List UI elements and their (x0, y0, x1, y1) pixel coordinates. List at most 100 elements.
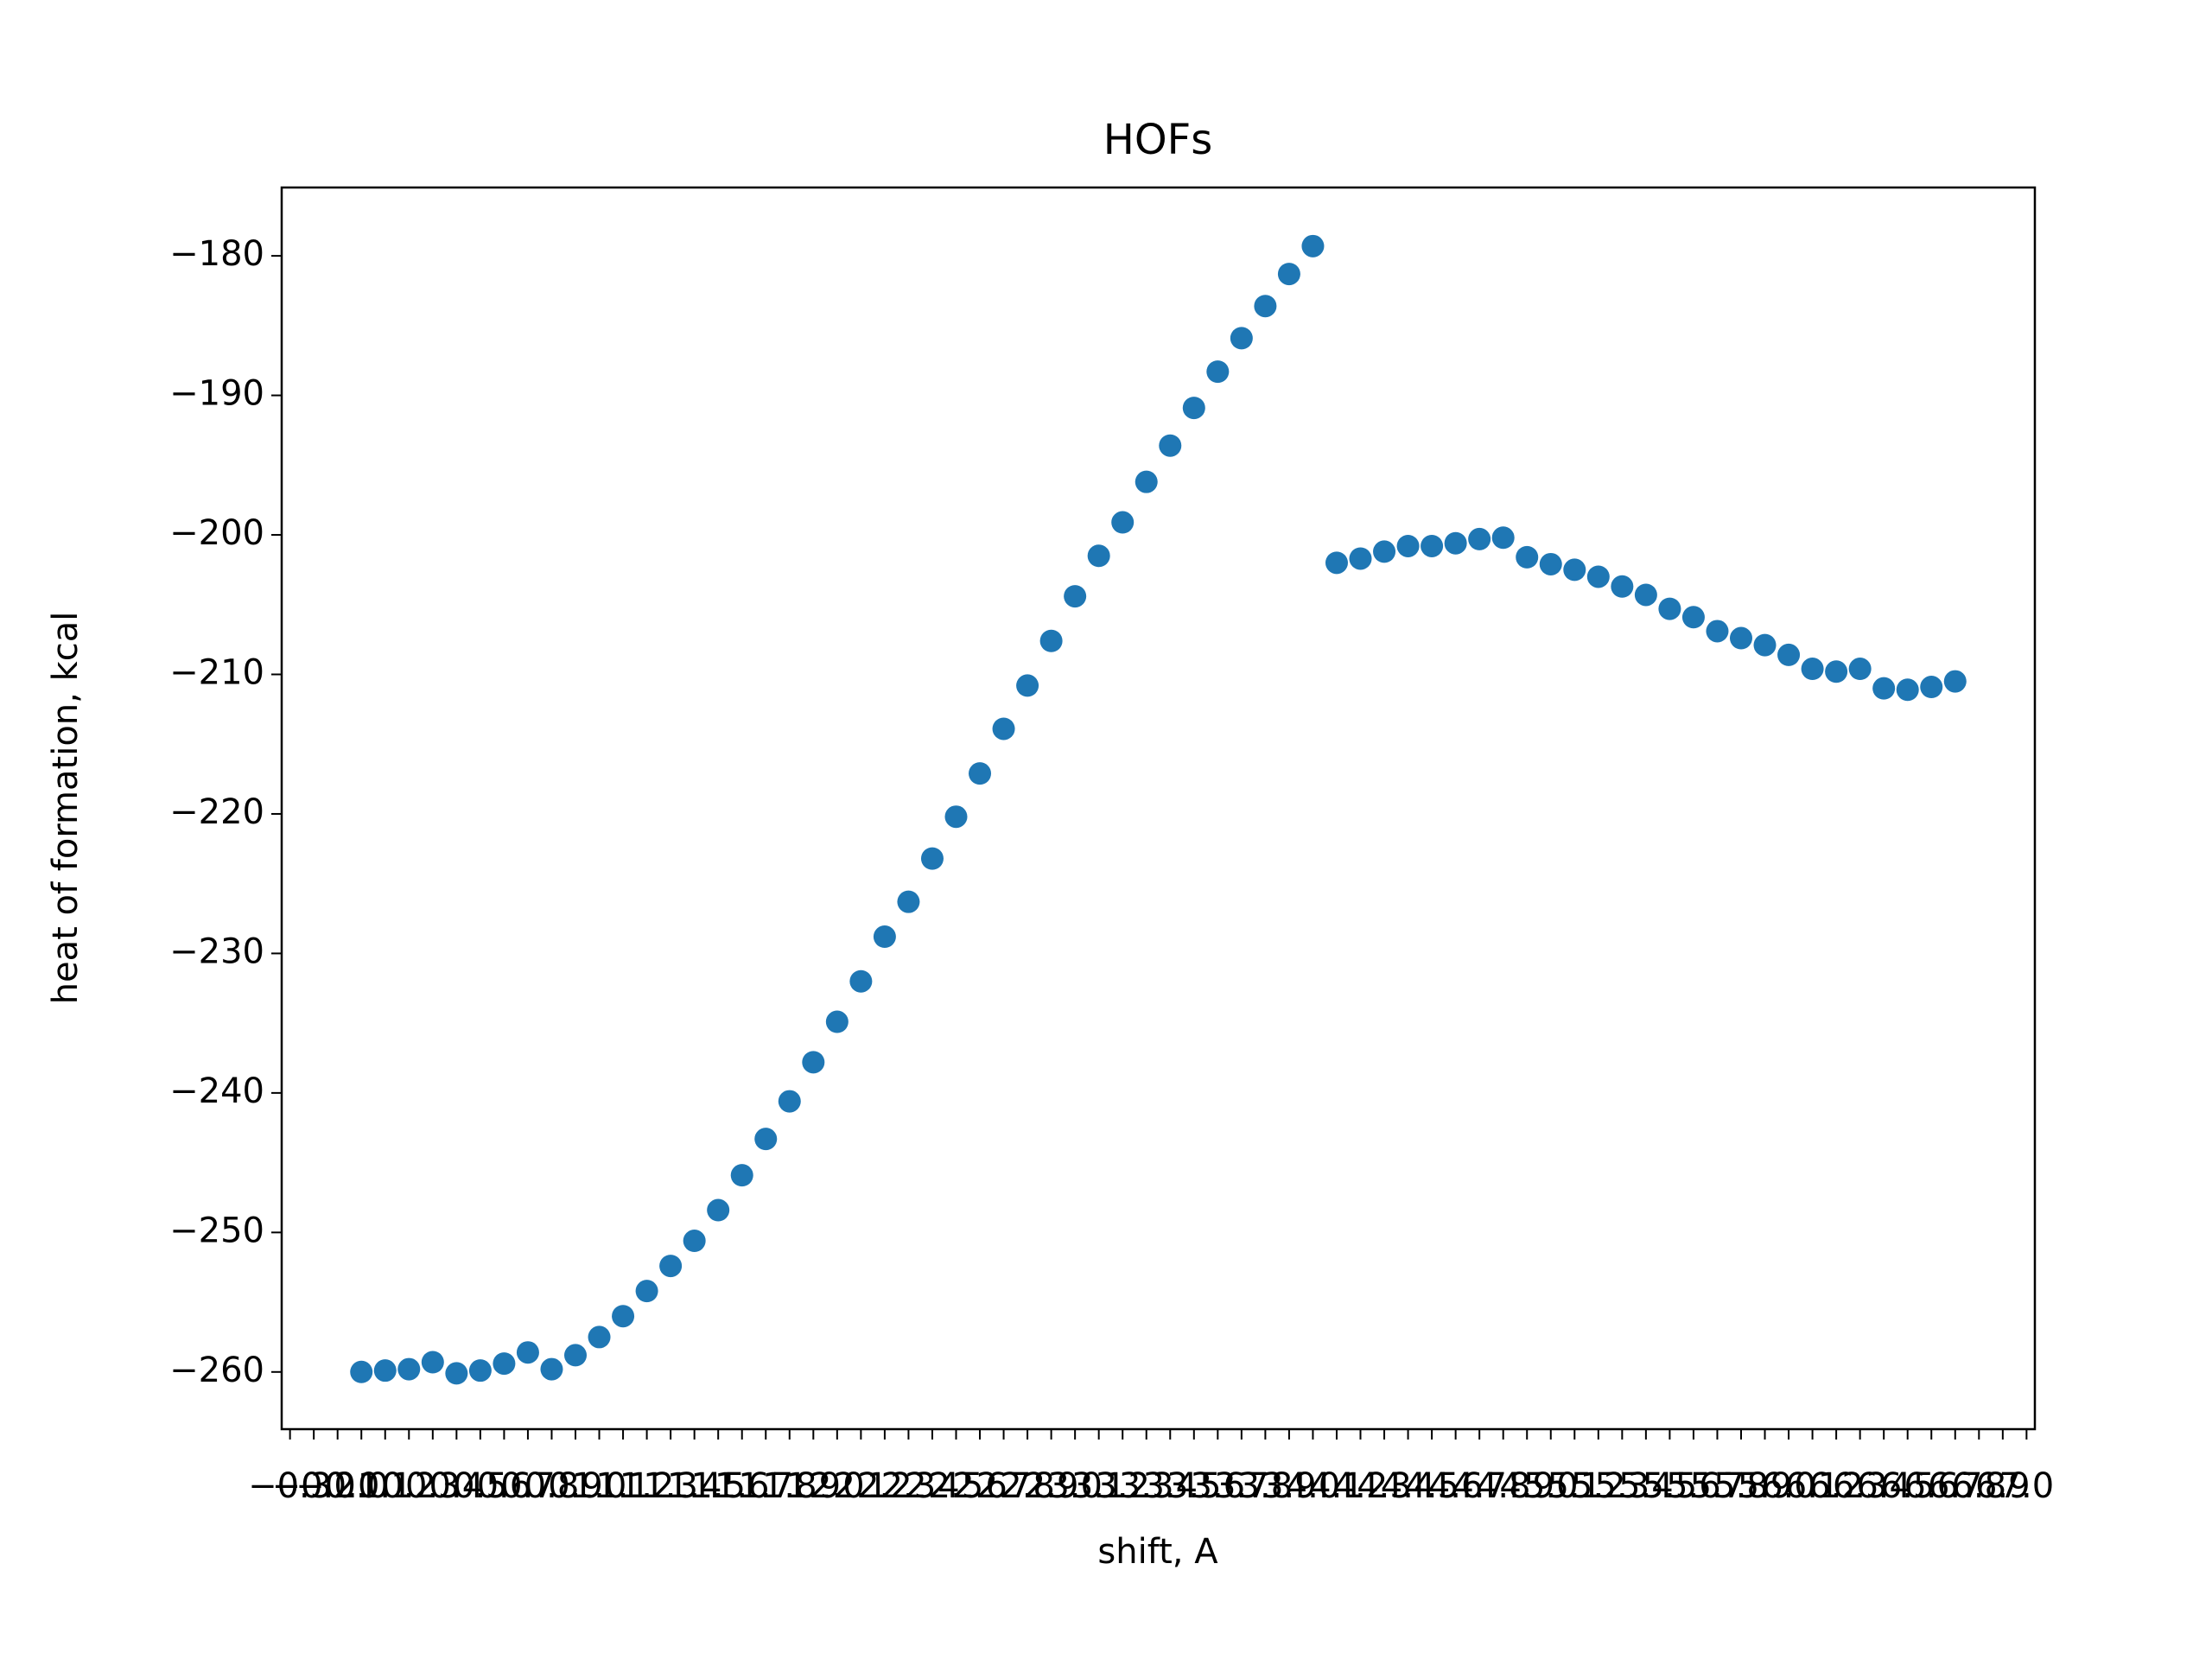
x-tick-label: 1.2 (620, 1466, 675, 1506)
x-tick-label: 3.2 (1095, 1466, 1150, 1506)
point (612, 1305, 635, 1328)
point (825, 1010, 849, 1033)
point (1586, 565, 1610, 588)
point (1896, 678, 1919, 702)
point (564, 1344, 588, 1367)
point (897, 890, 920, 913)
point (873, 925, 896, 949)
point (1611, 575, 1634, 598)
x-tick-label: 5.2 (1571, 1466, 1626, 1506)
point (540, 1357, 563, 1381)
y-tick-label: −240 (169, 1071, 264, 1111)
point (754, 1128, 778, 1151)
point (1825, 660, 1848, 683)
x-tick-label: 5.0 (1523, 1466, 1579, 1506)
point (707, 1198, 730, 1222)
x-tick-label: 0.8 (524, 1466, 580, 1506)
point (1087, 544, 1110, 568)
x-tick-label: 5.7 (1690, 1466, 1745, 1506)
x-tick-label: 4.1 (1309, 1466, 1364, 1506)
point (969, 762, 992, 785)
point (1801, 658, 1824, 681)
point (1349, 547, 1372, 570)
x-tick-label: 2.4 (905, 1466, 960, 1506)
x-tick-label: 1.7 (738, 1466, 793, 1506)
point (1016, 674, 1039, 697)
x-tick-label: 6.7 (1928, 1466, 1983, 1506)
point (1563, 558, 1586, 582)
point (1943, 670, 1967, 693)
x-tick-label: 6.2 (1808, 1466, 1864, 1506)
x-tick-label: 2.1 (834, 1466, 889, 1506)
x-tick-label: 1.0 (572, 1466, 627, 1506)
x-tick-label: −0.3 (248, 1466, 332, 1506)
x-tick-label: 7.0 (1999, 1466, 2055, 1506)
x-tick-label: 1.4 (667, 1466, 722, 1506)
x-tick-label: 1.9 (785, 1466, 841, 1506)
point (730, 1164, 753, 1187)
y-tick-label: −210 (169, 652, 264, 692)
point (1325, 551, 1348, 575)
x-tick-label: 1.8 (762, 1466, 817, 1506)
point (1444, 531, 1467, 555)
point (1159, 434, 1182, 457)
x-tick-label: 6.9 (1975, 1466, 2031, 1506)
x-tick-label: 4.3 (1357, 1466, 1412, 1506)
x-tick-label: 4.9 (1499, 1466, 1554, 1506)
x-tick-label: 4.6 (1428, 1466, 1484, 1506)
point (659, 1255, 683, 1278)
x-tick-label: 1.5 (690, 1466, 746, 1506)
point (1777, 643, 1801, 666)
x-tick-label: 4.5 (1404, 1466, 1459, 1506)
x-tick-label: 4.4 (1381, 1466, 1436, 1506)
y-tick-label: −220 (169, 792, 264, 832)
x-tick-label: 3.6 (1191, 1466, 1246, 1506)
x-tick-label: 6.0 (1761, 1466, 1816, 1506)
x-tick-label: 0.5 (453, 1466, 508, 1506)
point (350, 1360, 373, 1383)
point (1634, 583, 1657, 607)
plot-frame (280, 186, 2037, 1431)
x-tick-label: 5.6 (1666, 1466, 1721, 1506)
point (421, 1351, 444, 1374)
point (1706, 620, 1729, 643)
point (1182, 397, 1205, 420)
point (397, 1357, 421, 1381)
point (920, 847, 944, 870)
point (373, 1359, 397, 1382)
x-tick-label: 6.4 (1856, 1466, 1911, 1506)
x-tick-label: 1.1 (595, 1466, 651, 1506)
x-tick-label: 0.0 (334, 1466, 389, 1506)
point (1301, 234, 1325, 257)
y-tick-label: −190 (169, 374, 264, 414)
x-tick-label: 1.6 (715, 1466, 770, 1506)
point (1658, 597, 1681, 620)
x-tick-label: 2.5 (929, 1466, 984, 1506)
point (1539, 552, 1562, 575)
point (1468, 527, 1491, 550)
point (1254, 295, 1277, 318)
point (849, 969, 873, 993)
x-tick-label: 3.3 (1119, 1466, 1174, 1506)
x-tick-label: 0.3 (405, 1466, 461, 1506)
point (802, 1051, 825, 1074)
y-axis-label: heat of formation, kcal (46, 612, 86, 1005)
point (1111, 511, 1135, 534)
x-tick-label: 3.0 (1047, 1466, 1103, 1506)
x-tick-label: 4.2 (1333, 1466, 1389, 1506)
x-tick-label: 3.7 (1214, 1466, 1269, 1506)
y-tick-label: −250 (169, 1211, 264, 1250)
point (683, 1230, 706, 1253)
point (1516, 545, 1539, 569)
x-tick-label: 6.1 (1785, 1466, 1840, 1506)
x-tick-label: 0.7 (500, 1466, 556, 1506)
point (1491, 526, 1515, 550)
x-tick-label: 5.4 (1618, 1466, 1674, 1506)
x-tick-label: 3.8 (1238, 1466, 1294, 1506)
x-tick-label: 6.6 (1904, 1466, 1959, 1506)
y-tick-label: −260 (169, 1351, 264, 1390)
x-tick-label: 5.1 (1547, 1466, 1602, 1506)
